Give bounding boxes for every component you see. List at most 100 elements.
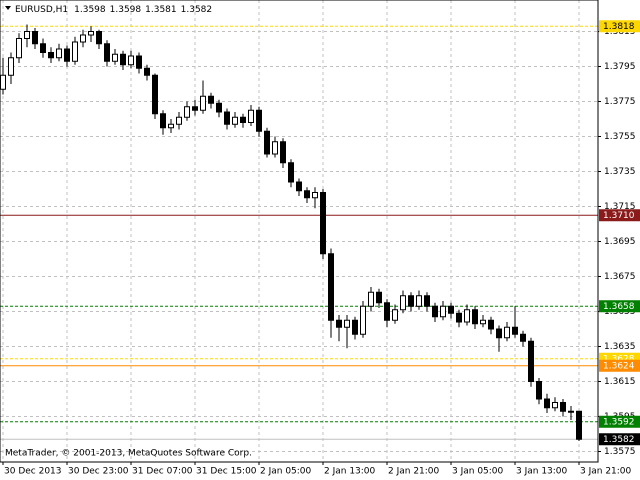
candle-body: [368, 291, 374, 307]
level-label: 1.3582: [603, 435, 635, 445]
level-label: 1.3710: [603, 211, 635, 221]
symbol: EURUSD,H1: [15, 5, 68, 15]
candle-body: [440, 305, 446, 318]
grid: [0, 0, 598, 462]
x-tick-label: 30 Dec 23:00: [68, 467, 129, 477]
y-tick-label: 1.3575: [604, 447, 636, 457]
candle-body: [128, 55, 134, 66]
x-tick-label: 3 Jan 21:00: [580, 467, 632, 477]
candle-body: [408, 295, 414, 307]
candle-body: [448, 305, 454, 314]
candle-body: [192, 106, 198, 111]
y-tick-label: 1.3755: [604, 132, 636, 142]
candle-body: [568, 410, 574, 413]
candle-body: [528, 340, 534, 382]
candle-body: [288, 162, 294, 183]
level-label-bg: [599, 415, 640, 428]
level-label-bg: [599, 300, 640, 313]
candle-body: [392, 309, 398, 321]
candle-body: [48, 52, 54, 59]
x-tick-label: 3 Jan 13:00: [516, 467, 568, 477]
candle-body: [280, 141, 286, 164]
candle-body: [120, 53, 126, 66]
candle-body: [168, 123, 174, 129]
candle-body: [152, 74, 158, 115]
header-open: 1.3598: [74, 5, 106, 15]
candle-body: [0, 74, 6, 90]
candle-body: [264, 130, 270, 155]
x-tick-label: 2 Jan 05:00: [260, 467, 312, 477]
candle-body: [16, 38, 22, 59]
level-label-bg: [599, 20, 640, 33]
candle-body: [536, 381, 542, 400]
candle-body: [104, 43, 110, 62]
candle-body: [216, 102, 222, 113]
y-tick-label: 1.3635: [604, 342, 636, 352]
candle-body: [72, 41, 78, 62]
candle-body: [272, 141, 278, 155]
candle-body: [304, 190, 310, 199]
candle-body: [376, 291, 382, 304]
candle-body: [88, 31, 94, 36]
plot-frame: [0, 0, 599, 463]
y-tick-label: 1.3775: [604, 97, 636, 107]
menu-triangle: [5, 6, 11, 10]
level-label: 1.3628: [603, 354, 635, 364]
candle-body: [224, 111, 230, 125]
candle-body: [456, 312, 462, 323]
candle-body: [320, 192, 326, 255]
candle-body: [504, 326, 510, 339]
candle-body: [416, 295, 422, 307]
candle-body: [232, 116, 238, 125]
candle-body: [384, 302, 390, 321]
candle-body: [256, 109, 262, 132]
x-tick-label: 31 Dec 07:00: [132, 467, 193, 477]
candle-body: [24, 31, 30, 39]
candle-body: [176, 116, 182, 125]
level-label-bg: [599, 433, 640, 446]
x-tick-label: 2 Jan 21:00: [388, 467, 440, 477]
candle-body: [248, 109, 254, 123]
candle-body: [144, 67, 150, 76]
candle-body: [208, 95, 214, 104]
level-label: 1.3818: [603, 22, 635, 32]
candle-body: [296, 181, 302, 192]
candle-body: [240, 116, 246, 123]
header: EURUSD,H1 1.3598 1.3598 1.3581 1.3582: [15, 5, 212, 15]
x-tick-label: 2 Jan 13:00: [324, 467, 376, 477]
y-tick-label: 1.3615: [604, 377, 636, 387]
level-label: 1.3592: [603, 417, 635, 427]
candle-body: [360, 305, 366, 335]
candle-body: [520, 333, 526, 342]
y-tick-label: 1.3675: [604, 272, 636, 282]
level-label: 1.3624: [603, 361, 635, 371]
candle-body: [488, 319, 494, 330]
candle-body: [336, 319, 342, 328]
candle-body: [136, 55, 142, 69]
candle-body: [480, 319, 486, 325]
candle-body: [32, 31, 38, 45]
x-tick-label: 31 Dec 15:00: [196, 467, 257, 477]
candle-body: [400, 295, 406, 311]
candle-body: [328, 253, 334, 321]
candle-body: [160, 113, 166, 129]
level-label-bg: [599, 209, 640, 222]
candle-body: [64, 48, 70, 62]
candle-body: [544, 398, 550, 409]
x-tick-label: 3 Jan 05:00: [452, 467, 504, 477]
candle-body: [552, 402, 558, 409]
candle-body: [8, 57, 14, 76]
candle-body: [464, 309, 470, 323]
footer: MetaTrader, © 2001-2013, MetaQuotes Soft…: [5, 449, 252, 459]
candle-body: [496, 328, 502, 339]
y-tick-label: 1.3715: [604, 202, 636, 212]
header-low: 1.3581: [145, 5, 177, 15]
y-tick-label: 1.3695: [604, 237, 636, 247]
candle-body: [432, 305, 438, 318]
candle-body: [80, 34, 86, 43]
candle-body: [56, 48, 62, 59]
candle-body: [512, 326, 518, 335]
candle-body: [96, 31, 102, 45]
candle-body: [560, 402, 566, 412]
